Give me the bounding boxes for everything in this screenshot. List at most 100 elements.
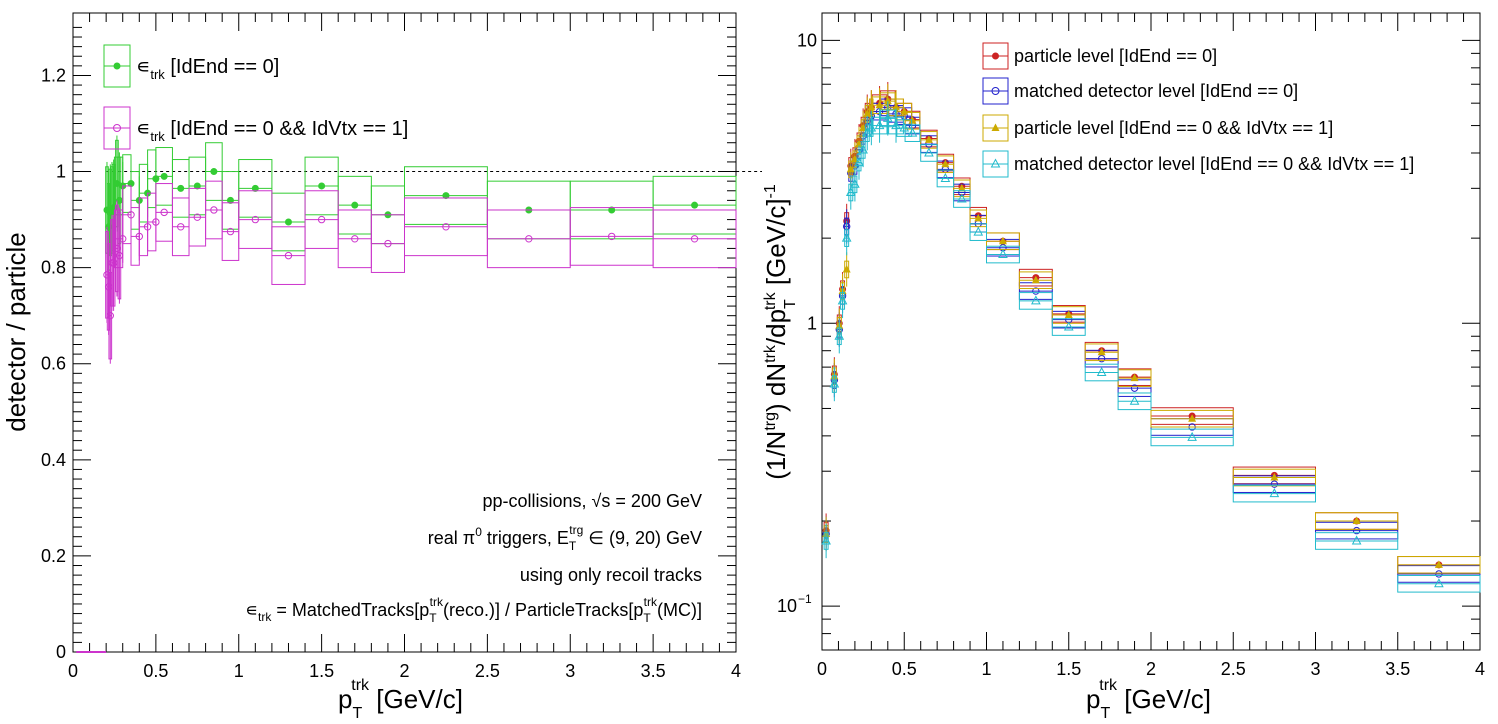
data-point — [846, 164, 855, 173]
data-point — [284, 218, 292, 226]
x-tick-label: 0 — [817, 659, 827, 679]
data-point — [1031, 275, 1040, 284]
data-point — [837, 295, 848, 305]
data-point — [1097, 347, 1106, 356]
x-tick-label: 3.5 — [641, 661, 666, 681]
x-tick-label: 4 — [1475, 659, 1485, 679]
x-tick-label: 0 — [68, 661, 78, 681]
data-point — [607, 232, 616, 241]
x-tick-label: 3 — [1310, 659, 1320, 679]
data-point — [854, 157, 864, 167]
data-point — [442, 223, 450, 231]
left-x-axis-label: pTtrk [GeV/c] — [338, 677, 463, 722]
data-point — [973, 226, 984, 236]
data-point — [1063, 321, 1074, 331]
data-point — [1032, 287, 1040, 295]
data-point — [106, 311, 114, 320]
data-point — [1130, 373, 1139, 382]
legend-label-eff-all: ∊trk [IdEnd == 0] — [136, 56, 279, 82]
data-point — [251, 184, 259, 192]
data-point — [177, 184, 185, 192]
x-tick-label: 1.5 — [309, 661, 334, 681]
data-point — [284, 251, 293, 260]
right-plot-frame — [821, 12, 1481, 651]
data-point — [210, 168, 218, 176]
data-point — [874, 120, 885, 130]
data-point — [941, 159, 950, 168]
legend-label-particle: particle level [IdEnd == 0] — [1014, 46, 1217, 66]
y-tick-label: 10 — [797, 30, 817, 50]
data-point — [160, 208, 168, 217]
data-point — [834, 330, 845, 340]
legend-marker-matched-vtx — [990, 158, 1001, 168]
data-point — [608, 206, 616, 214]
x-tick-label: 4 — [731, 661, 741, 681]
x-tick-label: 2 — [399, 661, 409, 681]
data-point — [821, 535, 831, 545]
right-data — [821, 81, 1481, 593]
x-tick-label: 0.5 — [143, 661, 168, 681]
legend-marker-matched — [991, 87, 1000, 95]
data-point — [1129, 395, 1140, 405]
data-point — [193, 182, 201, 190]
legend-marker-eff-vtx — [113, 124, 121, 132]
data-point — [842, 264, 851, 273]
data-point — [1188, 414, 1197, 422]
right-x-axis-label: pTtrk [GeV/c] — [1086, 677, 1211, 722]
data-point — [1031, 295, 1041, 305]
data-point — [998, 236, 1007, 245]
data-point — [113, 244, 121, 253]
note-trigger: real π0 triggers, ETtrg ∈ (9, 20) GeV — [428, 523, 702, 553]
data-point — [1351, 535, 1362, 545]
right-y-axis-label: (1/Ntrg) dNtrk/dpTtrk [GeV/c]-1 — [761, 184, 799, 480]
data-point — [891, 120, 901, 130]
legend-label-eff-vtx: ∊trk [IdEnd == 0 && IdVtx == 1] — [136, 118, 408, 144]
data-point — [226, 227, 235, 236]
legend-marker-eff-all — [113, 62, 121, 70]
data-point — [1434, 560, 1443, 568]
left-y-axis-label: detector / particle — [1, 232, 31, 431]
y-tick-label: 0 — [56, 642, 66, 662]
data-point — [115, 196, 123, 204]
data-point — [998, 248, 1008, 259]
data-point — [1187, 431, 1197, 441]
data-point — [1435, 570, 1443, 578]
data-point — [384, 239, 392, 248]
data-point — [883, 96, 892, 105]
legend-marker-particle-vtx — [991, 123, 1000, 131]
data-point — [160, 172, 168, 180]
data-point — [226, 196, 234, 204]
data-point — [892, 102, 901, 111]
data-point — [850, 178, 860, 188]
x-tick-label: 2 — [1146, 659, 1156, 679]
y-tick-label: 0.8 — [41, 258, 66, 278]
data-point — [690, 235, 699, 243]
data-point — [177, 223, 185, 231]
note-efficiency-definition: ∊trk = MatchedTracks[pTtrk(reco.)] / Par… — [245, 595, 702, 625]
y-tick-label: 1.2 — [41, 65, 66, 85]
x-tick-label: 1 — [234, 661, 244, 681]
data-point — [924, 135, 933, 143]
legend-marker-particle — [992, 52, 999, 60]
x-tick-label: 1 — [981, 659, 991, 679]
data-point — [907, 127, 918, 137]
data-point — [1130, 384, 1139, 392]
note-recoil-tracks: using only recoil tracks — [520, 565, 702, 585]
right-legend: particle level [IdEnd == 0] matched dete… — [982, 42, 1414, 178]
data-point — [875, 100, 884, 109]
data-point — [351, 235, 359, 243]
data-point — [1097, 354, 1106, 363]
x-tick-label: 2.5 — [475, 661, 500, 681]
x-tick-label: 3.5 — [1385, 659, 1410, 679]
y-tick-label: 0.2 — [41, 546, 66, 566]
legend-label-matched: matched detector level [IdEnd == 0] — [1014, 81, 1298, 101]
legend-label-particle-vtx: particle level [IdEnd == 0 && IdVtx == 1… — [1014, 118, 1333, 138]
left-panel: 0 0.5 1 1.5 2 2.5 3 3.5 4 0 0.2 0.4 0.6 0.8 1 1.2 detec… — [1, 12, 762, 722]
y-tick-label: 1 — [807, 313, 817, 333]
data-point — [113, 180, 121, 188]
left-data — [76, 135, 737, 653]
y-tick-label: 0.4 — [41, 450, 66, 470]
data-point — [866, 122, 877, 132]
